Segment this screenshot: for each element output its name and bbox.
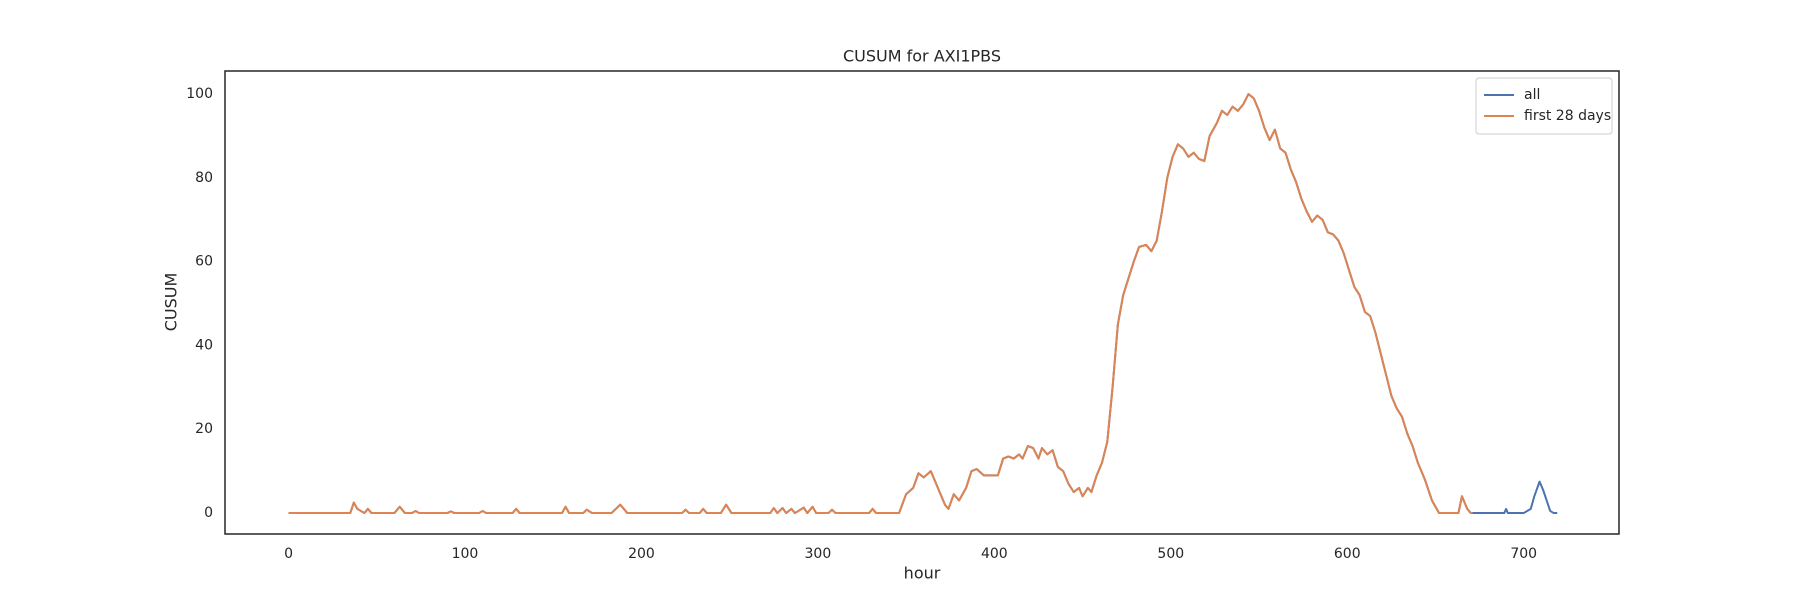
x-tick-label: 100 — [452, 546, 479, 562]
y-tick-label: 60 — [195, 254, 213, 270]
y-tick-label: 20 — [195, 421, 213, 437]
chart-title: CUSUM for AXI1PBS — [843, 47, 1001, 66]
legend-label: all — [1524, 87, 1540, 103]
x-tick-label: 700 — [1510, 546, 1537, 562]
legend-label: first 28 days — [1524, 108, 1611, 124]
series-line — [288, 93, 1473, 515]
y-tick-label: 40 — [195, 337, 213, 353]
y-tick-label: 100 — [186, 86, 213, 102]
x-tick-label: 400 — [981, 546, 1008, 562]
x-tick-label: 600 — [1334, 546, 1361, 562]
x-tick-label: 500 — [1157, 546, 1184, 562]
x-axis-label: hour — [904, 564, 941, 583]
y-tick-label: 0 — [204, 505, 213, 521]
series-line — [288, 93, 1558, 515]
y-axis-label: CUSUM — [162, 273, 181, 332]
x-tick-label: 300 — [805, 546, 832, 562]
x-tick-label: 200 — [628, 546, 655, 562]
legend-box — [1475, 77, 1613, 135]
plot-frame — [224, 70, 1620, 535]
y-tick-label: 80 — [195, 170, 213, 186]
x-tick-label: 0 — [284, 546, 293, 562]
